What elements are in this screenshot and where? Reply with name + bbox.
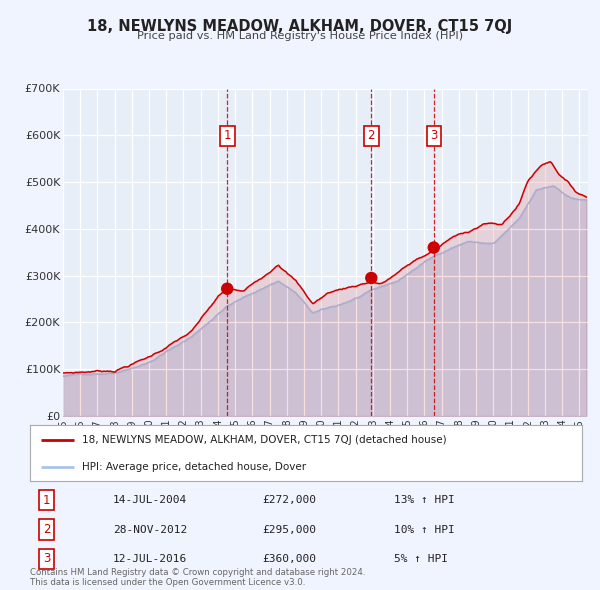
Text: 2: 2 — [43, 523, 50, 536]
Text: 5% ↑ HPI: 5% ↑ HPI — [394, 554, 448, 564]
Point — [429, 243, 439, 253]
Text: 3: 3 — [43, 552, 50, 565]
Text: £272,000: £272,000 — [262, 495, 316, 505]
Text: 18, NEWLYNS MEADOW, ALKHAM, DOVER, CT15 7QJ: 18, NEWLYNS MEADOW, ALKHAM, DOVER, CT15 … — [88, 19, 512, 34]
Text: 18, NEWLYNS MEADOW, ALKHAM, DOVER, CT15 7QJ (detached house): 18, NEWLYNS MEADOW, ALKHAM, DOVER, CT15 … — [82, 435, 447, 445]
Text: Price paid vs. HM Land Registry's House Price Index (HPI): Price paid vs. HM Land Registry's House … — [137, 31, 463, 41]
Text: HPI: Average price, detached house, Dover: HPI: Average price, detached house, Dove… — [82, 462, 307, 472]
Text: 10% ↑ HPI: 10% ↑ HPI — [394, 525, 455, 535]
Text: 12-JUL-2016: 12-JUL-2016 — [113, 554, 187, 564]
Text: 28-NOV-2012: 28-NOV-2012 — [113, 525, 187, 535]
Text: 1: 1 — [43, 494, 50, 507]
Text: 14-JUL-2004: 14-JUL-2004 — [113, 495, 187, 505]
Point — [367, 273, 376, 283]
Point — [223, 284, 232, 293]
Text: 3: 3 — [430, 129, 437, 142]
Text: Contains HM Land Registry data © Crown copyright and database right 2024.
This d: Contains HM Land Registry data © Crown c… — [30, 568, 365, 587]
Text: 1: 1 — [223, 129, 231, 142]
Text: £360,000: £360,000 — [262, 554, 316, 564]
Text: 2: 2 — [368, 129, 375, 142]
Text: 13% ↑ HPI: 13% ↑ HPI — [394, 495, 455, 505]
Text: £295,000: £295,000 — [262, 525, 316, 535]
